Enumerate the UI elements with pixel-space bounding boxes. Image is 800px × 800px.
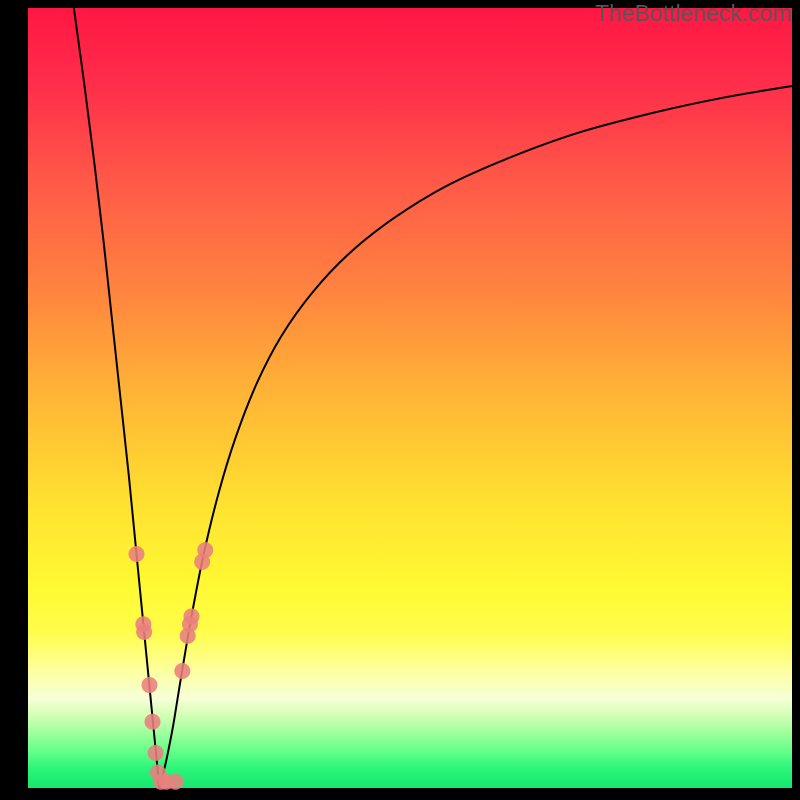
data-marker bbox=[167, 774, 183, 790]
data-marker bbox=[184, 608, 200, 624]
data-marker bbox=[148, 745, 164, 761]
data-marker bbox=[145, 714, 161, 730]
marker-group bbox=[128, 542, 213, 790]
data-marker bbox=[135, 616, 151, 632]
watermark-text: TheBottleneck.com bbox=[595, 0, 792, 27]
data-marker bbox=[141, 677, 157, 693]
data-marker bbox=[197, 542, 213, 558]
data-marker bbox=[128, 546, 144, 562]
data-marker bbox=[174, 663, 190, 679]
plot-area bbox=[28, 8, 792, 788]
curve-layer bbox=[28, 8, 792, 788]
chart-frame: TheBottleneck.com bbox=[0, 0, 800, 800]
